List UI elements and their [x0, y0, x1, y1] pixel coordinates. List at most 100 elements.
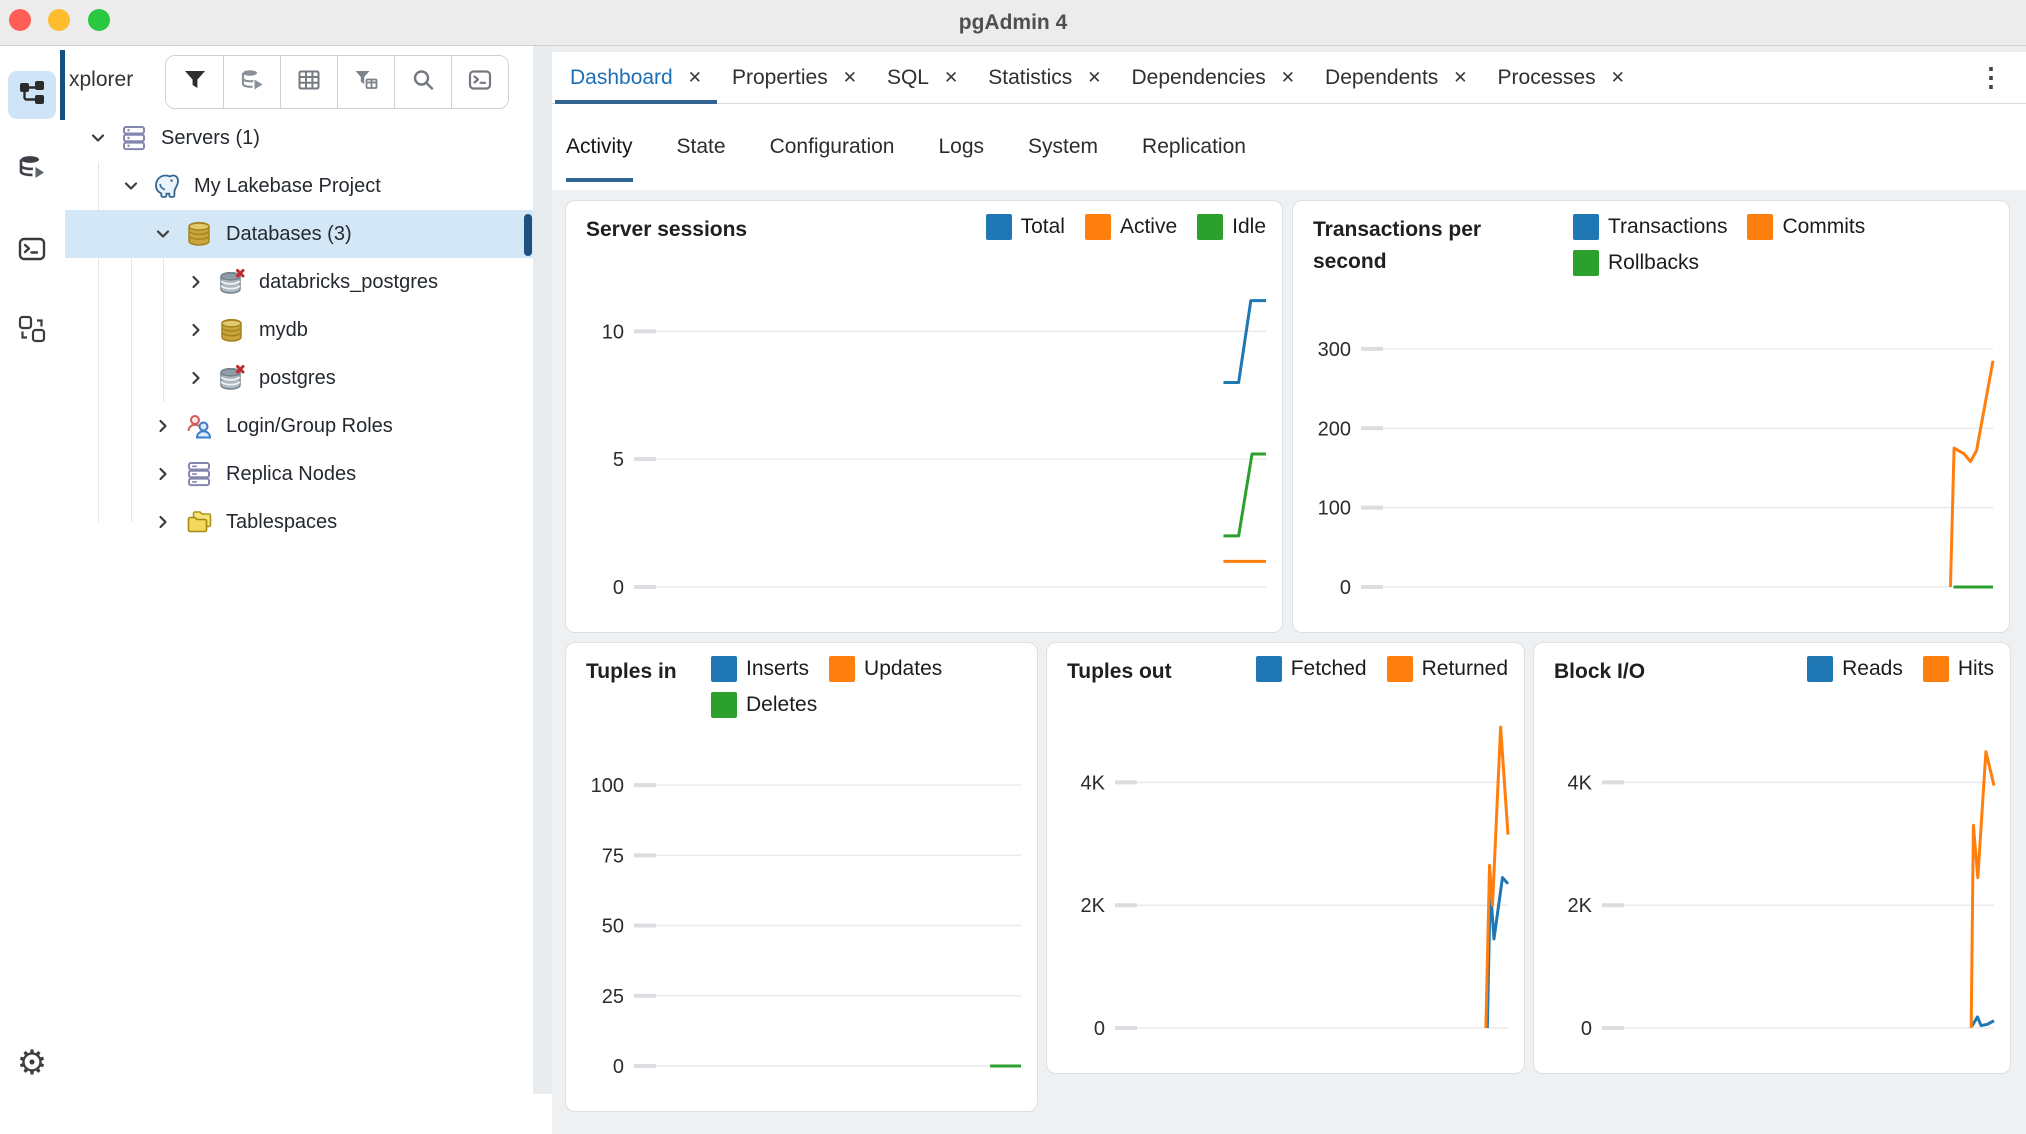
chevron-right-icon[interactable] [152, 416, 174, 436]
chevron-right-icon[interactable] [152, 464, 174, 484]
tree-item-server-my-lakebase-project[interactable]: My Lakebase Project [65, 162, 533, 210]
filter-icon [182, 67, 208, 98]
tree-item-login-group-roles[interactable]: Login/Group Roles [65, 402, 533, 450]
tree-item-databricks-postgres[interactable]: databricks_postgres [65, 258, 533, 306]
svg-text:4K: 4K [1568, 772, 1593, 794]
chart-title: Transactions per second [1313, 218, 1482, 273]
chart-title: Server sessions [586, 218, 748, 241]
tab-overflow-menu-icon[interactable]: ⋮ [1978, 62, 2004, 92]
tab-processes[interactable]: Processes ✕ [1483, 52, 1640, 103]
subtab-replication[interactable]: Replication [1142, 135, 1246, 158]
terminal-icon [467, 67, 493, 98]
subtab-system[interactable]: System [1028, 135, 1099, 158]
tab-dependents[interactable]: Dependents ✕ [1310, 52, 1483, 103]
svg-text:4K: 4K [1081, 772, 1106, 794]
filter-button[interactable] [166, 56, 223, 108]
chart-legend: Total Active Idle [985, 214, 1266, 240]
close-window-button[interactable] [9, 9, 31, 31]
filter-rows-button[interactable] [337, 56, 394, 108]
minimize-window-button[interactable] [48, 9, 70, 31]
close-icon[interactable]: ✕ [1453, 67, 1468, 87]
tree-item-label: Tablespaces [226, 510, 338, 533]
legend-swatch [1573, 250, 1599, 276]
connect-database-button[interactable] [223, 56, 280, 108]
tab-label: Dashboard [570, 65, 673, 89]
chevron-right-icon[interactable] [185, 272, 207, 292]
close-icon[interactable]: ✕ [1280, 67, 1296, 87]
tree-item-mydb[interactable]: mydb [65, 306, 533, 354]
chevron-down-icon[interactable] [152, 224, 174, 244]
legend-swatch [1747, 214, 1774, 240]
schema-diff-rail-button[interactable] [8, 307, 56, 355]
tree-item-label: postgres [259, 366, 336, 389]
tree-item-replica-nodes[interactable]: Replica Nodes [65, 450, 533, 498]
legend-item: Rollbacks [1573, 250, 1699, 276]
tab-label: Processes [1497, 65, 1596, 89]
zoom-window-button[interactable] [88, 9, 110, 31]
dashboard-panel: Server sessions Total Active Idle [552, 190, 2026, 1134]
legend-item: Inserts [711, 656, 809, 682]
preferences-rail-button[interactable]: ⚙ [8, 1039, 56, 1087]
grid-view-button[interactable] [280, 56, 337, 108]
close-icon[interactable]: ✕ [687, 67, 702, 87]
tree-item-label: Login/Group Roles [226, 414, 393, 437]
databases-icon [182, 219, 216, 249]
tab-sql[interactable]: SQL ✕ [872, 52, 973, 103]
search-icon [410, 67, 436, 98]
chevron-right-icon[interactable] [185, 320, 207, 340]
close-icon[interactable]: ✕ [1610, 67, 1625, 87]
tree-scrollbar-thumb[interactable] [524, 214, 532, 256]
subtab-logs[interactable]: Logs [938, 135, 985, 158]
tab-properties[interactable]: Properties ✕ [717, 52, 872, 103]
tab-dependencies[interactable]: Dependencies ✕ [1117, 52, 1311, 103]
legend-item: Reads [1807, 656, 1903, 682]
tree-item-postgres[interactable]: postgres [65, 354, 533, 402]
query-tool-rail-button[interactable] [8, 146, 56, 194]
tab-statistics[interactable]: Statistics ✕ [973, 52, 1116, 103]
schema-diff-icon [17, 314, 47, 349]
subtab-configuration[interactable]: Configuration [769, 135, 895, 158]
close-icon[interactable]: ✕ [842, 67, 857, 87]
tree-item-servers[interactable]: Servers (1) [65, 114, 533, 162]
search-objects-button[interactable] [394, 56, 451, 108]
subtab-activity[interactable]: Activity [566, 104, 633, 190]
object-explorer-rail-button[interactable] [8, 71, 56, 119]
terminal-icon [17, 234, 47, 269]
tree-item-databases[interactable]: Databases (3) [65, 210, 533, 258]
tab-label: SQL [886, 65, 929, 89]
close-icon[interactable]: ✕ [1087, 67, 1102, 87]
chevron-right-icon[interactable] [152, 512, 174, 532]
subtab-state[interactable]: State [676, 135, 726, 158]
object-explorer-panel: xplorer [65, 46, 533, 1094]
legend-item: Hits [1922, 656, 1994, 682]
tree-guide-line [98, 162, 99, 522]
psql-tool-rail-button[interactable] [8, 227, 56, 275]
query-tool-button[interactable] [451, 56, 508, 108]
legend-swatch [1807, 656, 1834, 682]
window-title: pgAdmin 4 [958, 11, 1068, 34]
chevron-down-icon[interactable] [120, 176, 142, 196]
legend-item: Total [985, 214, 1065, 240]
tab-dashboard[interactable]: Dashboard ✕ [555, 52, 717, 104]
legend-item: Commits [1747, 214, 1865, 240]
postgres-server-icon [150, 171, 184, 201]
tree-item-label: Replica Nodes [226, 462, 357, 485]
tree-item-label: My Lakebase Project [194, 174, 381, 197]
tab-label: Dependencies [1131, 65, 1266, 89]
tab-label: Properties [731, 65, 828, 89]
svg-text:0: 0 [1094, 1018, 1105, 1040]
legend-item: Fetched [1255, 656, 1367, 682]
svg-text:0: 0 [1340, 577, 1351, 599]
chevron-right-icon[interactable] [185, 368, 207, 388]
legend-item: Deletes [711, 692, 817, 718]
close-icon[interactable]: ✕ [943, 67, 959, 87]
legend-swatch [1922, 656, 1949, 682]
panel-splitter[interactable] [533, 46, 552, 1094]
tree-item-tablespaces[interactable]: Tablespaces [65, 498, 533, 546]
chart-legend: Transactions Commits Rollbacks [1573, 214, 1993, 276]
legend-swatch [1255, 656, 1282, 682]
legend-item: Active [1084, 214, 1177, 240]
svg-text:50: 50 [602, 916, 624, 938]
tuples-in-chart: 100 75 50 25 0 [568, 743, 1035, 1111]
chevron-down-icon[interactable] [87, 128, 109, 148]
